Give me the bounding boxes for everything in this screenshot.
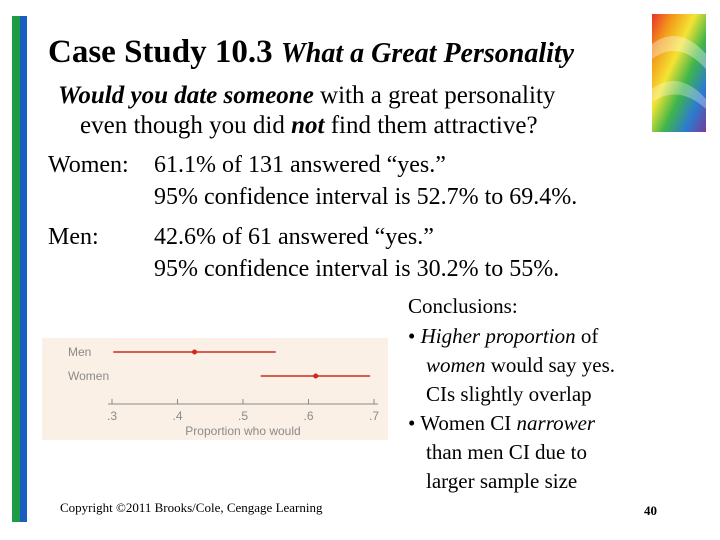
x-axis-label: Proportion who would <box>185 424 300 438</box>
men-ci: 95% confidence interval is 30.2% to 55%. <box>154 256 560 282</box>
conclusion-emphasis: Higher proportion <box>420 324 576 348</box>
bullet-dot: • <box>408 324 416 348</box>
question-line-2: even though you did not find them attrac… <box>80 112 538 140</box>
question-text: even though you did <box>80 112 285 139</box>
question-line-1: Would you date someone with a great pers… <box>58 82 555 110</box>
copyright-text: Copyright ©2011 Brooks/Cole, Cengage Lea… <box>60 500 323 515</box>
ci-estimate-point <box>313 373 319 379</box>
men-result: 42.6% of 61 answered “yes.” <box>154 224 434 250</box>
bullet-dot: • <box>408 411 416 435</box>
rainbow-decoration-image <box>652 14 706 132</box>
title-italic: What a Great Personality <box>280 38 575 69</box>
conclusion-line: than men CI due to <box>426 440 587 464</box>
ci-chart: Men Women .3 .4 .5 .6 .7 Proportion who would <box>42 338 388 440</box>
x-tick-label: .5 <box>238 409 248 423</box>
conclusion-bullet-1: • Higher proportion of <box>408 324 598 349</box>
question-emphasis: Would you date someone <box>58 82 314 109</box>
conclusion-line: CIs slightly overlap <box>426 382 592 406</box>
question-not-emphasis: not <box>291 112 325 139</box>
x-tick-label: .3 <box>107 409 117 423</box>
category-label: Women <box>68 369 109 383</box>
accent-bar-green <box>12 16 20 522</box>
x-tick-label: .6 <box>303 409 313 423</box>
women-result: 61.1% of 131 answered “yes.” <box>154 152 446 178</box>
page-number: 40 <box>644 503 657 518</box>
conclusion-text: would say yes. <box>490 353 615 377</box>
question-text: with a great personality <box>320 82 556 109</box>
conclusion-text: of <box>580 324 599 348</box>
conclusion-bullet-2: • Women CI narrower <box>408 411 595 436</box>
conclusion-line: larger sample size <box>426 469 578 493</box>
conclusions-heading: Conclusions: <box>408 294 518 318</box>
women-label: Women: <box>48 152 129 178</box>
conclusion-emphasis: women <box>426 353 486 377</box>
conclusion-line: women would say yes. <box>426 353 615 378</box>
women-ci: 95% confidence interval is 52.7% to 69.4… <box>154 184 578 210</box>
ci-estimate-point <box>192 349 198 355</box>
slide-title: Case Study 10.3 What a Great Personality <box>48 34 574 71</box>
conclusion-text: Women CI <box>420 411 512 435</box>
x-tick-label: .4 <box>172 409 182 423</box>
x-tick-label: .7 <box>369 409 379 423</box>
category-label: Men <box>68 345 91 359</box>
ci-chart-svg: Men Women .3 .4 .5 .6 .7 Proportion who would <box>68 345 379 438</box>
title-bold: Case Study 10.3 <box>48 34 273 70</box>
accent-bar-blue <box>20 16 27 522</box>
conclusion-emphasis: narrower <box>516 411 596 435</box>
question-text: find them attractive? <box>330 112 538 139</box>
men-label: Men: <box>48 224 99 250</box>
